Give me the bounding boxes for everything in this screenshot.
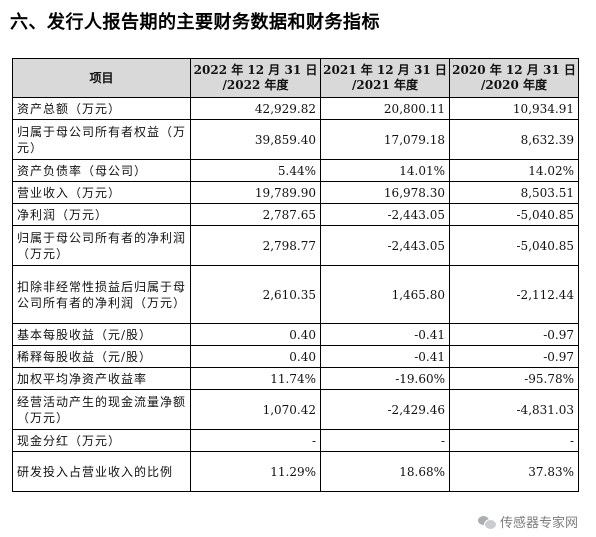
table-row: 现金分红（万元） - - - — [12, 429, 579, 452]
period-year: /2020 年度 — [481, 78, 547, 92]
table-header-row: 项目 2022 年 12 月 31 日 /2022 年度 2021 年 12 月… — [12, 58, 579, 98]
cell-2021: 14.01% — [320, 159, 450, 182]
cell-2020: -4,831.03 — [449, 389, 579, 430]
watermark-text: 传感器专家网 — [499, 516, 578, 531]
row-label: 资产总额（万元） — [12, 97, 191, 120]
period-year: /2022 年度 — [222, 78, 289, 92]
cell-2021: 18.68% — [320, 451, 450, 492]
cell-2020: 8,503.51 — [449, 181, 579, 204]
cell-2021: - — [320, 429, 450, 452]
cell-2020: 10,934.91 — [449, 97, 579, 120]
row-label: 研发投入占营业收入的比例 — [12, 451, 191, 492]
cell-2022: 2,787.65 — [190, 203, 321, 226]
column-header-item: 项目 — [12, 58, 191, 98]
cell-2022: 0.40 — [190, 323, 321, 346]
section-heading: 六、发行人报告期的主要财务数据和财务指标 — [10, 12, 380, 33]
cell-2022: 1,070.42 — [190, 389, 321, 430]
cell-2021: 20,800.11 — [320, 97, 450, 120]
row-label: 稀释每股收益（元/股） — [12, 345, 191, 368]
cell-2021: -2,443.05 — [320, 203, 450, 226]
watermark: 传感器专家网 — [477, 512, 578, 531]
row-label: 归属于母公司所有者权益（万元） — [12, 119, 191, 160]
cell-2020: -5,040.85 — [449, 203, 579, 226]
row-label: 净利润（万元） — [12, 203, 191, 226]
cell-2021: -2,429.46 — [320, 389, 450, 430]
cell-2022: 2,798.77 — [190, 225, 321, 266]
period-date: 2022 年 12 月 31 日 — [193, 63, 318, 77]
cell-2020: 14.02% — [449, 159, 579, 182]
period-date: 2021 年 12 月 31 日 — [323, 63, 447, 77]
row-label: 归属于母公司所有者的净利润（万元） — [12, 225, 191, 266]
cell-2022: 39,859.40 — [190, 119, 321, 160]
table-row: 资产负债率（母公司） 5.44% 14.01% 14.02% — [12, 159, 579, 182]
cell-2022: 42,929.82 — [190, 97, 321, 120]
table-row: 稀释每股收益（元/股） 0.40 -0.41 -0.97 — [12, 345, 579, 368]
table-row: 净利润（万元） 2,787.65 -2,443.05 -5,040.85 — [12, 203, 579, 226]
cell-2022: 11.74% — [190, 367, 321, 390]
period-date: 2020 年 12 月 31 日 — [452, 63, 576, 77]
cell-2022: 0.40 — [190, 345, 321, 368]
table-row: 营业收入（万元） 19,789.90 16,978.30 8,503.51 — [12, 181, 579, 204]
table-row: 归属于母公司所有者的净利润（万元） 2,798.77 -2,443.05 -5,… — [12, 225, 579, 266]
table-row: 加权平均净资产收益率 11.74% -19.60% -95.78% — [12, 367, 579, 390]
cell-2020: -0.97 — [449, 345, 579, 368]
row-label: 加权平均净资产收益率 — [12, 367, 191, 390]
wechat-icon — [477, 515, 497, 530]
cell-2021: -19.60% — [320, 367, 450, 390]
table-row: 资产总额（万元） 42,929.82 20,800.11 10,934.91 — [12, 97, 579, 120]
cell-2022: 5.44% — [190, 159, 321, 182]
column-header-2020: 2020 年 12 月 31 日 /2020 年度 — [449, 58, 579, 98]
table-row: 基本每股收益（元/股） 0.40 -0.41 -0.97 — [12, 323, 579, 346]
cell-2021: -0.41 — [320, 323, 450, 346]
cell-2021: 1,465.80 — [320, 265, 450, 324]
cell-2022: 2,610.35 — [190, 265, 321, 324]
cell-2020: - — [449, 429, 579, 452]
row-label: 基本每股收益（元/股） — [12, 323, 191, 346]
cell-2022: 19,789.90 — [190, 181, 321, 204]
table-row: 扣除非经常性损益后归属于母公司所有者的净利润（万元） 2,610.35 1,46… — [12, 265, 579, 324]
row-label: 资产负债率（母公司） — [12, 159, 191, 182]
cell-2020: -2,112.44 — [449, 265, 579, 324]
cell-2022: - — [190, 429, 321, 452]
cell-2021: 17,079.18 — [320, 119, 450, 160]
column-header-2021: 2021 年 12 月 31 日 /2021 年度 — [320, 58, 450, 98]
row-label: 经营活动产生的现金流量净额（万元） — [12, 389, 191, 430]
cell-2020: 37.83% — [449, 451, 579, 492]
table-row: 经营活动产生的现金流量净额（万元） 1,070.42 -2,429.46 -4,… — [12, 389, 579, 430]
cell-2022: 11.29% — [190, 451, 321, 492]
row-label: 现金分红（万元） — [12, 429, 191, 452]
cell-2020: 8,632.39 — [449, 119, 579, 160]
financial-data-table: 项目 2022 年 12 月 31 日 /2022 年度 2021 年 12 月… — [12, 58, 579, 492]
row-label: 营业收入（万元） — [12, 181, 191, 204]
cell-2021: -2,443.05 — [320, 225, 450, 266]
table-row: 归属于母公司所有者权益（万元） 39,859.40 17,079.18 8,63… — [12, 119, 579, 160]
cell-2020: -5,040.85 — [449, 225, 579, 266]
cell-2020: -0.97 — [449, 323, 579, 346]
table-row: 研发投入占营业收入的比例 11.29% 18.68% 37.83% — [12, 451, 579, 492]
column-header-2022: 2022 年 12 月 31 日 /2022 年度 — [190, 58, 321, 98]
cell-2020: -95.78% — [449, 367, 579, 390]
period-year: /2021 年度 — [352, 78, 418, 92]
cell-2021: -0.41 — [320, 345, 450, 368]
cell-2021: 16,978.30 — [320, 181, 450, 204]
row-label: 扣除非经常性损益后归属于母公司所有者的净利润（万元） — [12, 265, 191, 324]
